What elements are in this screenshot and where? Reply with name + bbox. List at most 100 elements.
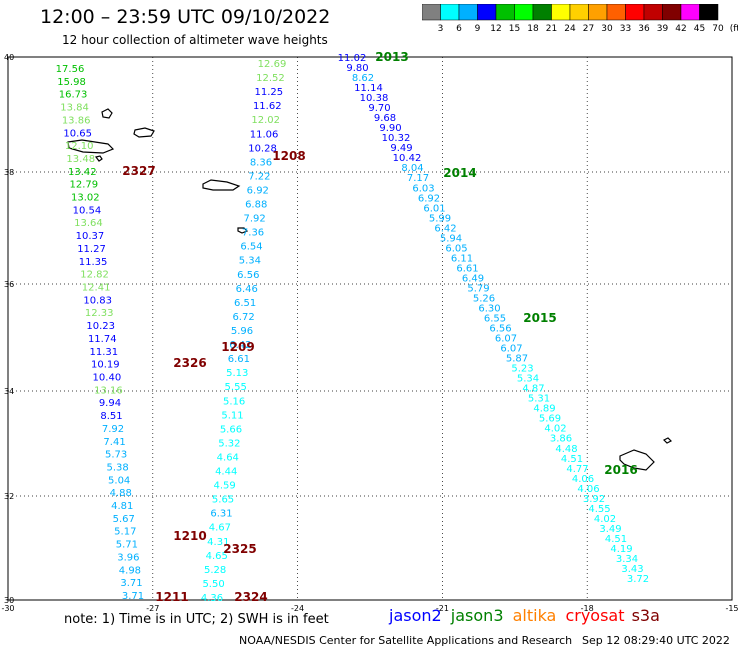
wave-height-value: 5.38 bbox=[107, 462, 129, 473]
wave-height-value: 5.69 bbox=[539, 414, 561, 425]
wave-height-value: 5.71 bbox=[116, 540, 138, 551]
island-outline bbox=[202, 179, 241, 191]
longitude-label: -21 bbox=[436, 604, 449, 613]
wave-height-value: 11.74 bbox=[88, 334, 117, 345]
wave-height-value: 7.36 bbox=[242, 228, 264, 239]
wave-height-value: 9.90 bbox=[379, 123, 401, 134]
wave-height-value: 8.36 bbox=[250, 157, 272, 168]
color-scale-label: 36 bbox=[638, 24, 650, 34]
wave-height-value: 4.98 bbox=[119, 565, 141, 576]
longitude-label: -30 bbox=[1, 604, 14, 613]
wave-height-value: 3.92 bbox=[583, 494, 605, 505]
wave-height-value: 4.59 bbox=[213, 481, 235, 492]
wave-height-value: 12.02 bbox=[251, 115, 280, 126]
wave-height-value: 4.02 bbox=[544, 424, 566, 435]
wave-height-value: 11.31 bbox=[89, 347, 118, 358]
wave-height-value: 5.34 bbox=[239, 256, 261, 267]
wave-height-value: 5.16 bbox=[223, 396, 245, 407]
wave-height-value: 4.77 bbox=[566, 464, 588, 475]
pass-id-label: 1211 bbox=[155, 590, 188, 604]
wave-height-value: 13.02 bbox=[71, 193, 100, 204]
wave-height-value: 4.64 bbox=[217, 452, 239, 463]
color-scale-label: 24 bbox=[564, 24, 576, 34]
wave-height-value: 6.46 bbox=[236, 284, 258, 295]
wave-height-value: 3.71 bbox=[122, 591, 144, 602]
wave-height-value: 6.03 bbox=[412, 183, 434, 194]
wave-height-value: 6.55 bbox=[484, 314, 506, 325]
color-scale-label: 15 bbox=[509, 24, 520, 34]
credit-line: NOAA/NESDIS Center for Satellite Applica… bbox=[239, 634, 573, 647]
wave-height-value: 5.99 bbox=[429, 213, 451, 224]
wave-height-value: 10.83 bbox=[83, 295, 112, 306]
pass-id-label: 2326 bbox=[173, 356, 206, 370]
color-scale-label: 6 bbox=[456, 24, 462, 34]
wave-height-value: 4.06 bbox=[572, 474, 594, 485]
latitude-label: 32 bbox=[4, 492, 14, 501]
chart-subtitle: 12 hour collection of altimeter wave hei… bbox=[62, 33, 328, 47]
wave-height-value: 7.17 bbox=[407, 173, 429, 184]
wave-height-value: 10.23 bbox=[86, 321, 115, 332]
color-scale-label: 21 bbox=[546, 24, 557, 34]
wave-height-value: 5.96 bbox=[231, 326, 253, 337]
pass-id-label: 1209 bbox=[221, 340, 254, 354]
wave-height-value: 11.06 bbox=[250, 129, 279, 140]
pass-id-label: 1208 bbox=[272, 149, 305, 163]
wave-height-value: 5.34 bbox=[517, 374, 539, 385]
wave-height-value: 16.73 bbox=[59, 90, 88, 101]
wave-height-value: 4.36 bbox=[201, 593, 223, 604]
wave-height-value: 9.70 bbox=[368, 103, 390, 114]
wave-height-value: 5.26 bbox=[473, 293, 495, 304]
wave-height-value: 5.04 bbox=[108, 475, 130, 486]
pass-id-label: 2327 bbox=[122, 164, 155, 178]
wave-height-value: 6.61 bbox=[228, 354, 250, 365]
wave-height-value: 6.07 bbox=[500, 344, 522, 355]
wave-height-value: 11.14 bbox=[354, 83, 383, 94]
island-outline bbox=[67, 139, 115, 154]
longitude-label: -15 bbox=[725, 604, 738, 613]
wave-height-value: 6.92 bbox=[418, 193, 440, 204]
wave-height-value: 12.82 bbox=[80, 270, 109, 281]
wave-height-value: 3.34 bbox=[616, 554, 638, 565]
pass-id-label: 1210 bbox=[173, 529, 206, 543]
wave-height-value: 4.51 bbox=[561, 454, 583, 465]
pass-id-label: 2325 bbox=[223, 542, 256, 556]
island-outline bbox=[133, 127, 155, 138]
wave-height-value: 4.02 bbox=[594, 514, 616, 525]
wave-height-value: 5.94 bbox=[440, 233, 462, 244]
legend-altika: altika bbox=[512, 606, 557, 625]
wave-height-value: 5.17 bbox=[114, 527, 136, 538]
wave-height-value: 9.80 bbox=[346, 63, 368, 74]
generated-timestamp: Sep 12 08:29:40 UTC 2022 bbox=[582, 634, 730, 647]
wave-height-value: 6.56 bbox=[489, 324, 511, 335]
wave-height-value: 12.10 bbox=[65, 141, 94, 152]
island-outline bbox=[94, 155, 103, 162]
wave-height-value: 3.86 bbox=[550, 434, 572, 445]
color-scale-label: 12 bbox=[490, 24, 501, 34]
pass-id-label: 2324 bbox=[234, 590, 267, 604]
wave-height-value: 13.42 bbox=[68, 167, 97, 178]
chart-title: 12:00 – 23:59 UTC 09/10/2022 bbox=[40, 6, 331, 28]
color-scale-label: 39 bbox=[657, 24, 669, 34]
wave-height-value: 8.51 bbox=[100, 411, 122, 422]
wave-height-value: 5.55 bbox=[225, 382, 247, 393]
wave-height-value: 5.31 bbox=[528, 394, 550, 405]
legend-jason3: jason3 bbox=[450, 606, 504, 625]
wave-height-value: 4.51 bbox=[605, 534, 627, 545]
wave-height-value: 10.42 bbox=[393, 153, 422, 164]
wave-height-value: 4.87 bbox=[522, 384, 544, 395]
latitude-label: 34 bbox=[4, 387, 14, 396]
color-swatch bbox=[699, 4, 719, 21]
wave-height-value: 5.87 bbox=[506, 354, 528, 365]
wave-height-value: 12.41 bbox=[82, 283, 111, 294]
latitude-label: 38 bbox=[4, 168, 14, 177]
wave-height-value: 6.72 bbox=[232, 312, 254, 323]
color-scale-label: 33 bbox=[620, 24, 631, 34]
wave-height-value: 6.07 bbox=[495, 334, 517, 345]
color-scale-label: 9 bbox=[475, 24, 481, 34]
island-outline bbox=[619, 449, 655, 471]
island-outline bbox=[237, 227, 249, 234]
wave-height-value: 10.28 bbox=[248, 143, 277, 154]
wave-height-value: 13.48 bbox=[66, 154, 95, 165]
